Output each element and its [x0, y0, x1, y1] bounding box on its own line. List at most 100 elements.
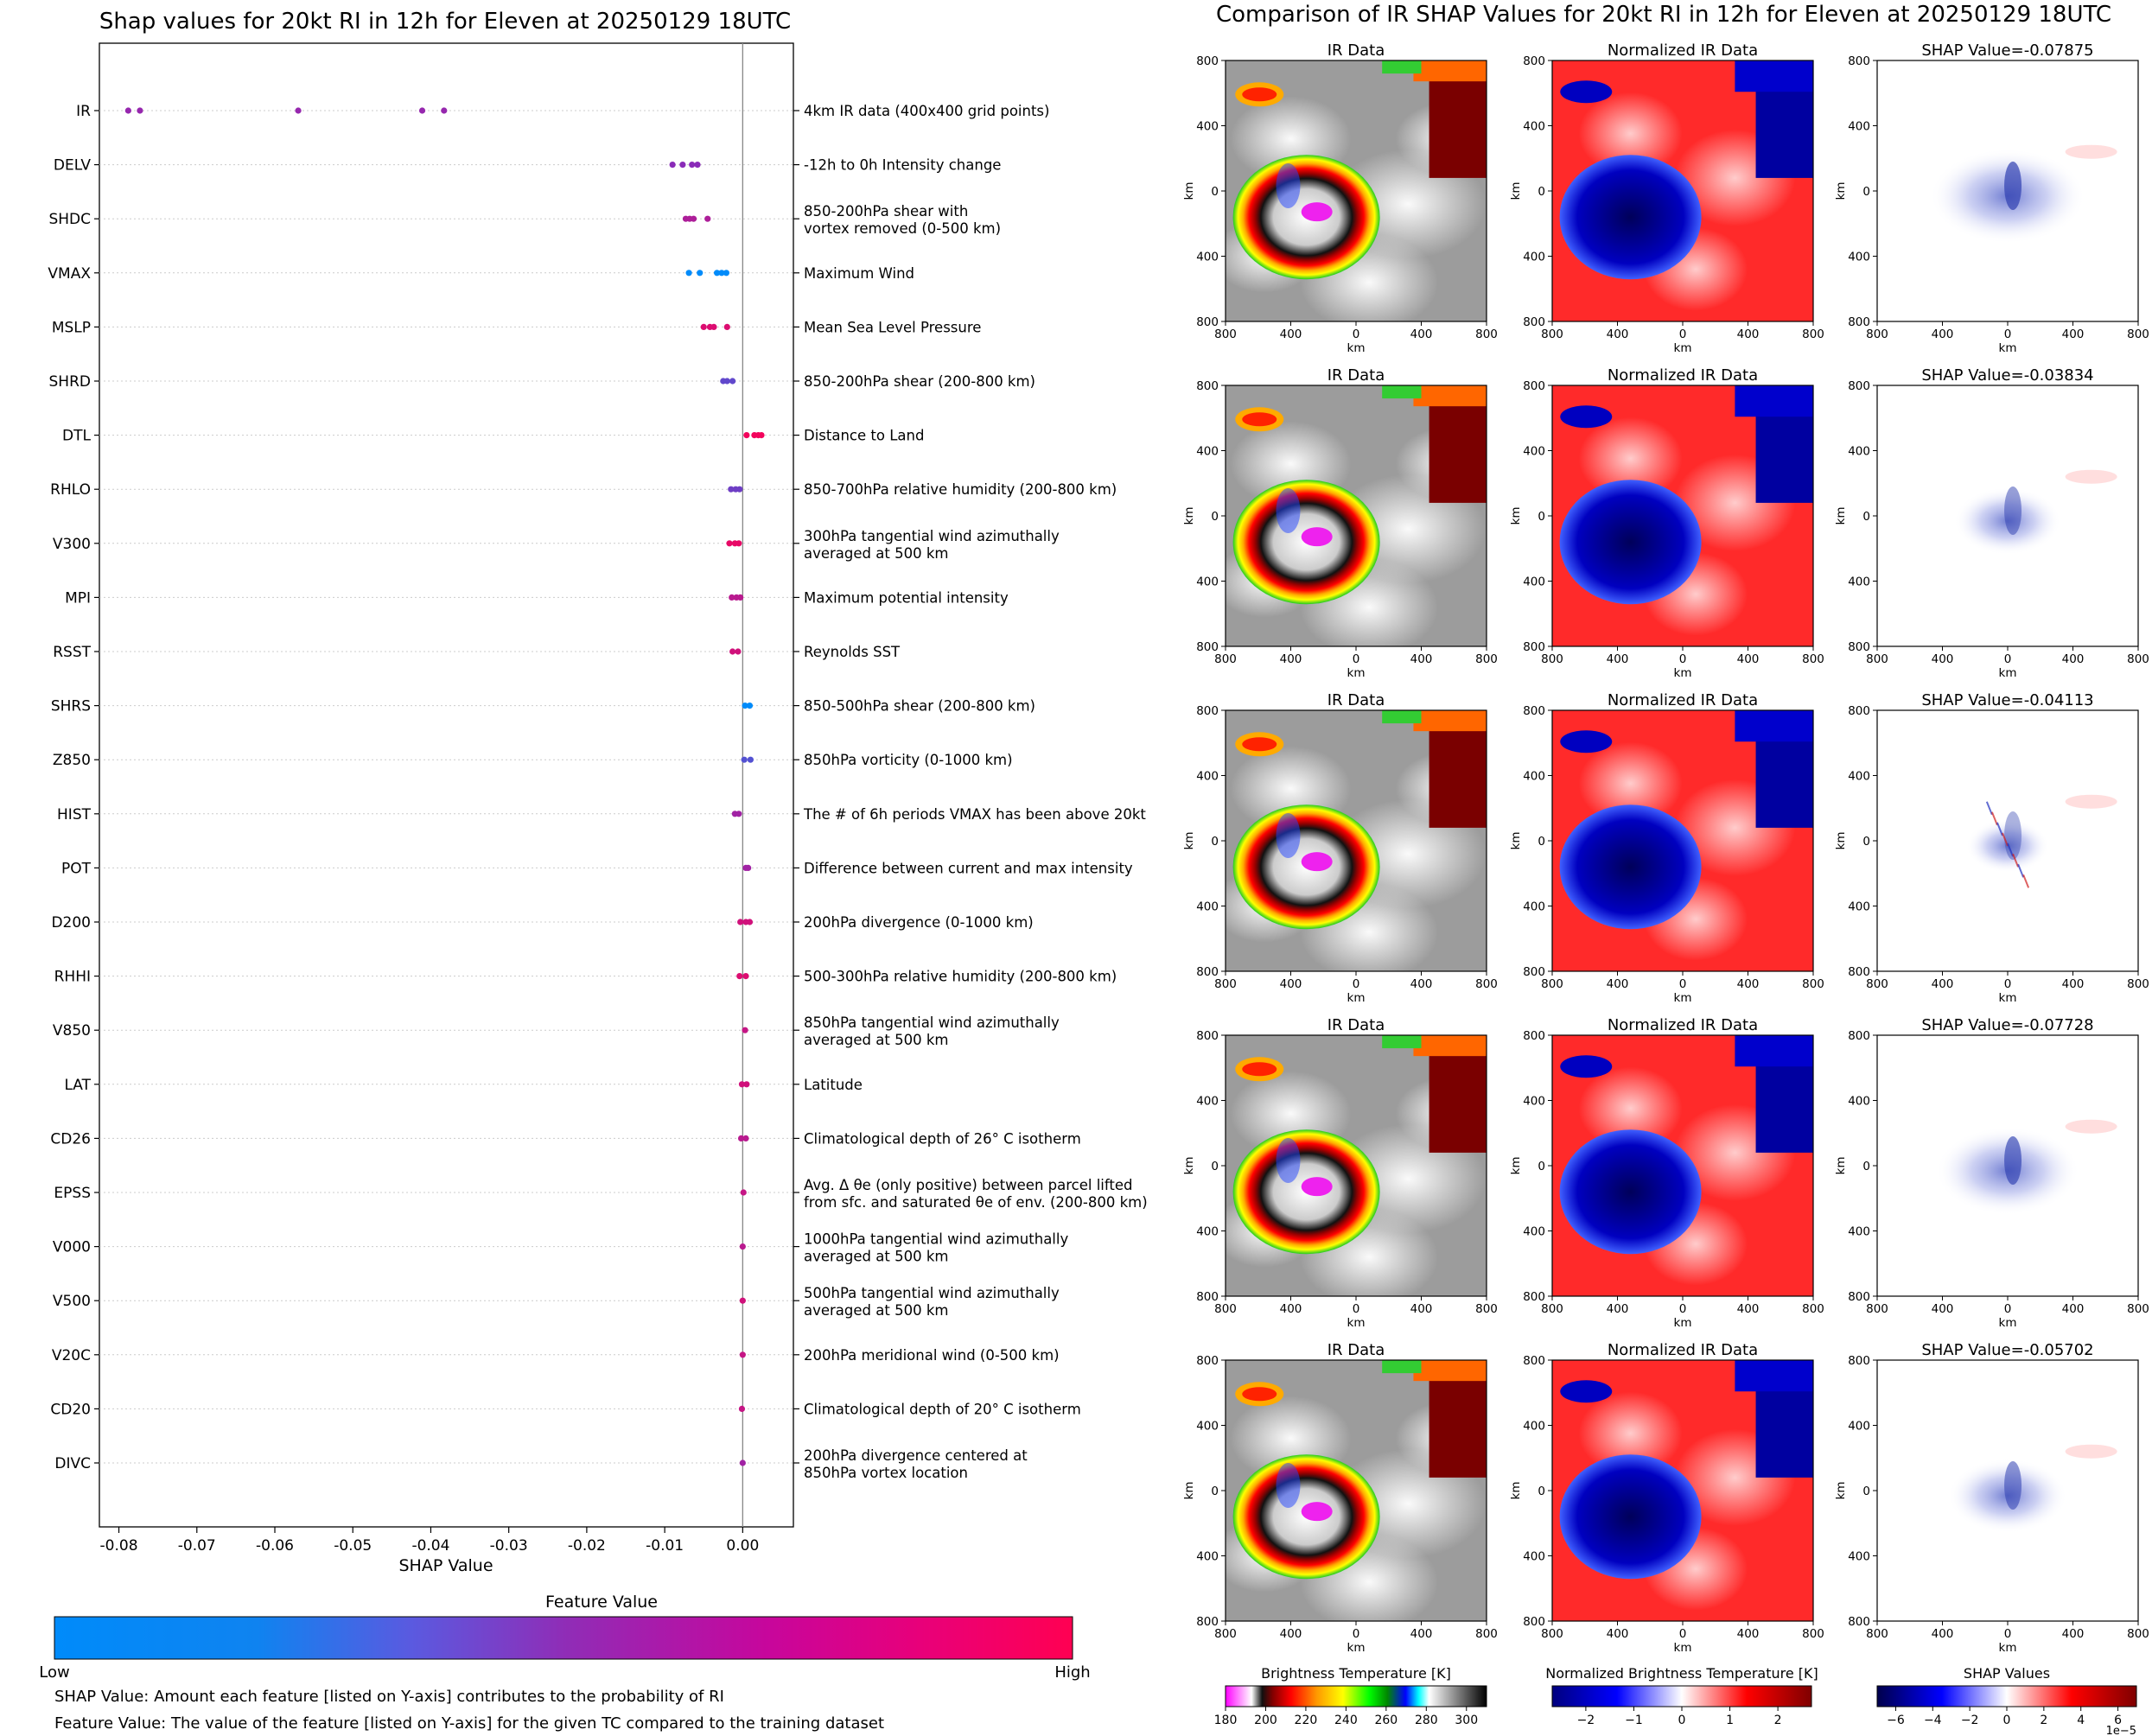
y-tick-label: 400	[1848, 251, 1870, 264]
y-tick-label: 0	[1538, 835, 1545, 849]
shap-point	[441, 107, 448, 114]
x-tick-label: 0	[1679, 1627, 1687, 1641]
y-tick-label: 400	[1848, 1095, 1870, 1109]
x-axis-label: km	[1999, 1641, 2017, 1655]
feature-name: DTL	[62, 428, 91, 445]
shap-point	[758, 432, 765, 439]
shap-colorbar-multiplier: 1e−5	[2106, 1725, 2136, 1736]
x-tick-label: 800	[1866, 327, 1888, 341]
feature-description: 200hPa meridional wind (0-500 km)	[804, 1347, 1060, 1364]
y-tick-label: 400	[1196, 575, 1219, 589]
y-tick-label: 0	[1862, 185, 1870, 199]
feature-description: Latitude	[804, 1077, 863, 1093]
shap-point	[735, 540, 742, 547]
y-tick-label: 400	[1848, 1225, 1870, 1239]
shap-point	[690, 215, 697, 222]
x-tick-label: 0.00	[726, 1537, 759, 1555]
x-tick-label: 400	[2062, 977, 2085, 991]
shap-panel: SHAP Value=-0.07728800800400400004004008…	[1834, 1016, 2149, 1330]
feature-name: DELV	[54, 157, 91, 175]
x-tick-label: 800	[1541, 327, 1563, 341]
shap-point	[685, 270, 692, 277]
y-tick-label: 0	[1862, 1160, 1870, 1173]
feature-name: RHHI	[54, 969, 91, 986]
y-axis-label: km	[1182, 1157, 1196, 1175]
panel-title: IR Data	[1327, 366, 1385, 385]
feature-name: POT	[61, 860, 92, 877]
panel-title: IR Data	[1327, 691, 1385, 709]
x-axis-label: km	[1999, 341, 2017, 355]
shap-point	[713, 270, 721, 277]
x-tick-label: 0	[1353, 1627, 1360, 1641]
y-tick-label: 400	[1848, 770, 1870, 784]
y-tick-label: 0	[1211, 185, 1219, 199]
shap-point	[739, 1243, 746, 1250]
y-tick-label: 400	[1848, 120, 1870, 134]
shap-point	[746, 703, 754, 709]
colorbar-tick-label: 280	[1415, 1714, 1438, 1727]
colorbar-tick-label: 6	[2114, 1714, 2122, 1727]
colorbar-tick-label: 2	[1774, 1714, 1782, 1727]
x-tick-label: 400	[2062, 327, 2085, 341]
feature-name: HIST	[57, 806, 92, 823]
x-tick-label: 400	[1932, 327, 1954, 341]
x-axis-label: km	[1674, 991, 1692, 1005]
feature-name: V000	[53, 1239, 91, 1256]
feature-description: 500hPa tangential wind azimuthally	[804, 1285, 1060, 1301]
shap-colorbar: SHAP Values −6 −4 −2 0 2 4 6 1e−5	[1876, 1665, 2137, 1736]
feature-name: IR	[76, 103, 91, 120]
y-tick-label: 0	[1211, 1485, 1219, 1498]
y-tick-label: 800	[1196, 704, 1219, 718]
x-tick-label: 400	[1607, 327, 1629, 341]
shap-panel: SHAP Value=-0.05702800800400400004004008…	[1834, 1341, 2149, 1655]
feature-name: EPSS	[54, 1185, 91, 1202]
x-axis-label: km	[1674, 1316, 1692, 1330]
colorbar-tick-label: −2	[1577, 1714, 1595, 1727]
feature-colorbar	[54, 1616, 1073, 1660]
feature-name: RSST	[53, 644, 91, 661]
feature-description: Maximum potential intensity	[804, 589, 1009, 606]
y-axis-label: km	[1509, 832, 1523, 850]
x-tick-label: -0.04	[411, 1537, 449, 1555]
x-tick-label: 0	[2004, 1302, 2012, 1316]
x-tick-label: 800	[1541, 652, 1563, 666]
x-tick-label: 400	[1607, 652, 1629, 666]
y-tick-label: 800	[1848, 1615, 1870, 1629]
panel-row: IR Data80080040040000400400800800kmkmNor…	[1182, 691, 2149, 1005]
y-axis-label: km	[1182, 832, 1196, 850]
x-tick-label: 0	[1353, 652, 1360, 666]
colorbar-tick-label: −2	[1961, 1714, 1979, 1727]
y-tick-label: 400	[1196, 900, 1219, 914]
feature-descriptions: 4km IR data (400x400 grid points) -12h to…	[793, 103, 1148, 1481]
x-tick-label: 400	[1607, 1302, 1629, 1316]
x-axis-label: SHAP Value	[398, 1556, 493, 1575]
x-tick-label: 800	[1214, 977, 1237, 991]
feature-name: Z850	[53, 752, 91, 769]
shap-point	[723, 323, 730, 330]
shap-panel: SHAP Value=-0.07875800800400400004004008…	[1834, 41, 2149, 355]
y-tick-label: 800	[1196, 1290, 1219, 1304]
plot-frame	[99, 42, 794, 1528]
y-tick-label: 800	[1196, 315, 1219, 329]
y-tick-label: 400	[1196, 1095, 1219, 1109]
shap-colorbar-title: SHAP Values	[1964, 1665, 2050, 1682]
normalized-ir-panel: Normalized IR Data8008004004000040040080…	[1509, 1341, 1824, 1655]
feature-name: MPI	[65, 589, 91, 607]
x-tick-label: 800	[1214, 652, 1237, 666]
feature-name: V850	[53, 1022, 91, 1040]
panel-title: SHAP Value=-0.07728	[1921, 1016, 2093, 1034]
x-axis-label: km	[1347, 666, 1366, 680]
x-tick-label: 800	[1541, 1627, 1563, 1641]
feature-name: RHLO	[50, 481, 91, 499]
x-tick-label: 0	[1679, 327, 1687, 341]
x-tick-label: 400	[1280, 327, 1302, 341]
feature-name: LAT	[64, 1077, 91, 1094]
y-tick-label: 800	[1196, 379, 1219, 393]
panel-title: SHAP Value=-0.04113	[1921, 691, 2093, 709]
shap-point	[735, 648, 742, 655]
note-feature: Feature Value: The value of the feature …	[54, 1714, 884, 1733]
x-tick-label: 800	[1475, 652, 1498, 666]
feature-name: V20C	[52, 1347, 91, 1364]
